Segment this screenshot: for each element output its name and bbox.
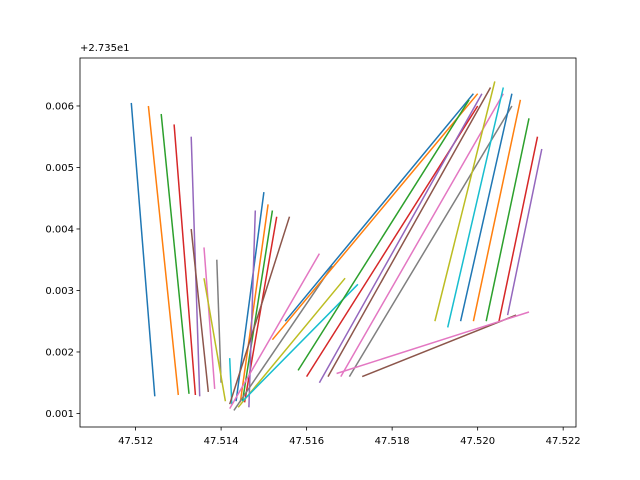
y-tick-label: 0.004 (45, 224, 74, 235)
series-line-25 (318, 93, 483, 384)
y-tick-label: 0.002 (45, 347, 74, 358)
series-line-31 (459, 93, 513, 322)
series-line-12 (239, 204, 269, 403)
series-line-11 (235, 192, 265, 402)
series-line-6 (190, 228, 210, 392)
series-line-7 (203, 247, 216, 389)
x-tick-label: 47.518 (375, 436, 410, 447)
y-tick-label: 0.005 (45, 163, 74, 174)
y-offset-label: +2.735e1 (80, 43, 130, 54)
y-tick-label: 0.001 (45, 409, 74, 420)
x-tick-label: 47.512 (118, 436, 153, 447)
x-tick-label: 47.522 (546, 436, 581, 447)
series-line-34 (498, 136, 539, 322)
series-line-1 (130, 102, 156, 397)
x-tick-label: 47.514 (204, 436, 239, 447)
x-tick-label: 47.516 (289, 436, 324, 447)
series-line-9 (203, 278, 227, 402)
series-line-23 (297, 99, 470, 371)
series-line-36 (361, 314, 517, 378)
x-axis: 47.512 47.514 47.516 47.518 47.520 47.522 (118, 427, 581, 447)
series-line-37 (336, 311, 530, 375)
series-line-21 (284, 93, 474, 322)
series-line-3 (160, 113, 190, 394)
series-line-30 (446, 87, 505, 328)
series-line-16 (228, 216, 291, 405)
y-tick-label: 0.003 (45, 286, 74, 297)
series-line-32 (472, 99, 522, 322)
series-line-18 (233, 265, 333, 411)
series-line-4 (173, 124, 197, 396)
series-layer (130, 81, 543, 411)
series-line-22 (271, 93, 479, 341)
x-tick-label: 47.520 (460, 436, 495, 447)
series-line-17 (229, 253, 321, 409)
series-line-26 (327, 87, 492, 377)
y-axis: 0.001 0.002 0.003 0.004 0.005 0.006 (45, 101, 80, 420)
series-line-27 (340, 93, 504, 377)
series-line-28 (348, 105, 513, 377)
series-line-29 (434, 81, 496, 322)
series-line-8 (216, 259, 222, 383)
y-tick-label: 0.006 (45, 101, 74, 112)
series-line-33 (485, 118, 530, 322)
plot-frame (79, 57, 577, 428)
series-line-35 (506, 148, 543, 316)
series-line-19 (237, 277, 346, 408)
series-line-2 (147, 105, 180, 396)
series-line-20 (241, 283, 359, 402)
series-line-13 (241, 210, 274, 402)
